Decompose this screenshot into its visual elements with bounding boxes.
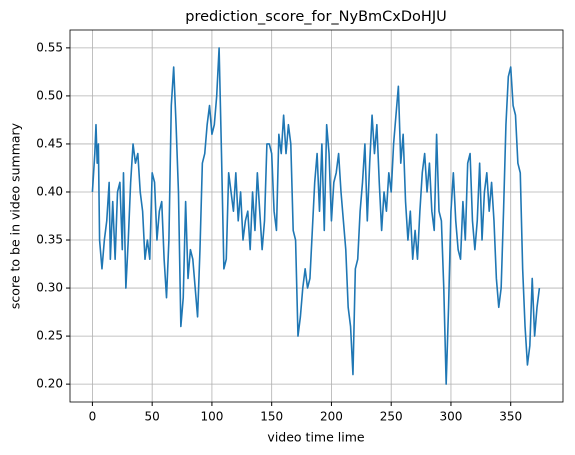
x-tick-label: 250 <box>380 410 403 424</box>
x-tick-label: 150 <box>260 410 283 424</box>
x-tick-label: 350 <box>499 410 522 424</box>
y-tick-label: 0.40 <box>36 184 63 198</box>
plot-frame <box>69 29 564 403</box>
x-tick-label: 200 <box>320 410 343 424</box>
y-tick-label: 0.55 <box>36 40 63 54</box>
y-tick-label: 0.50 <box>36 88 63 102</box>
y-tick-label: 0.20 <box>36 377 63 391</box>
x-tick-label: 50 <box>145 410 160 424</box>
y-tick-label: 0.30 <box>36 281 63 295</box>
y-tick-label: 0.45 <box>36 136 63 150</box>
x-tick-label: 0 <box>89 410 97 424</box>
x-tick-label: 300 <box>440 410 463 424</box>
chart-title: prediction_score_for_NyBmCxDoHJU <box>185 9 446 25</box>
x-axis-label: video time lime <box>267 430 364 445</box>
line <box>91 47 541 385</box>
y-tick-label: 0.35 <box>36 233 63 247</box>
y-tick-label: 0.25 <box>36 329 63 343</box>
y-axis-label: score to be in video summary <box>8 122 23 309</box>
x-tick-label: 100 <box>200 410 223 424</box>
